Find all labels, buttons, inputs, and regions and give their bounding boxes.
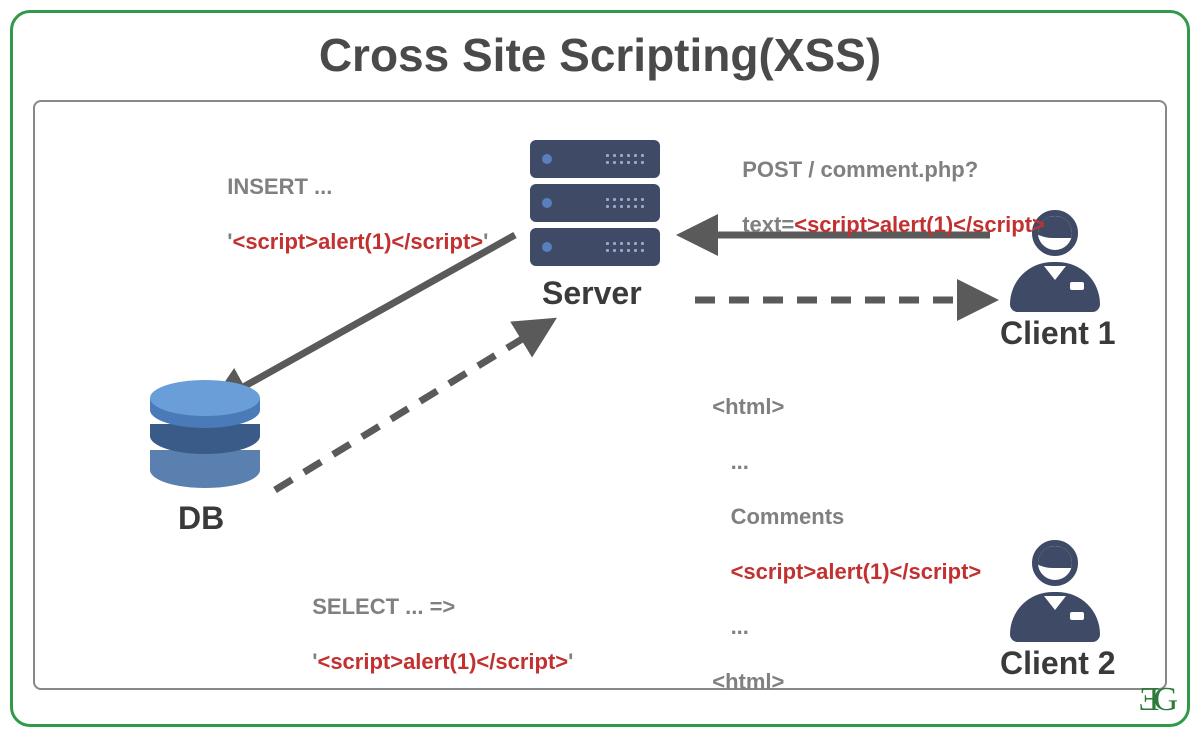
annotation-select-post: ' (568, 649, 573, 674)
server-label: Server (542, 275, 642, 312)
diagram-title: Cross Site Scripting(XSS) (0, 28, 1200, 82)
server-icon (530, 140, 660, 272)
annotation-post-script: <script>alert(1)</script> (794, 212, 1045, 237)
client2-label: Client 2 (1000, 645, 1116, 682)
annotation-insert-script: <script>alert(1)</script> (232, 229, 483, 254)
logo-text: ƎG (1139, 681, 1172, 719)
annotation-html-response: <html> ... Comments <script>alert(1)</sc… (700, 365, 981, 695)
annotation-post: POST / comment.php? text=<script>alert(1… (730, 128, 1045, 238)
annotation-html-l5: ... (712, 614, 749, 639)
database-icon (150, 380, 260, 500)
annotation-select-line1: SELECT ... => (312, 594, 455, 619)
client1-label: Client 1 (1000, 315, 1116, 352)
annotation-html-l4: <script>alert(1)</script> (712, 559, 981, 584)
annotation-html-l6: <html> (712, 669, 784, 694)
annotation-insert: INSERT ... '<script>alert(1)</script>' (215, 145, 488, 255)
client2-icon (1010, 540, 1100, 640)
db-label: DB (178, 500, 224, 537)
annotation-insert-post: ' (483, 229, 488, 254)
annotation-select-script: <script>alert(1)</script> (317, 649, 568, 674)
annotation-insert-line1: INSERT ... (227, 174, 332, 199)
annotation-post-prefix: text= (742, 212, 794, 237)
annotation-html-l3: Comments (712, 504, 844, 529)
annotation-html-l1: <html> (712, 394, 784, 419)
annotation-html-l2: ... (712, 449, 749, 474)
annotation-select: SELECT ... => '<script>alert(1)</script>… (300, 565, 573, 675)
annotation-post-line1: POST / comment.php? (742, 157, 978, 182)
